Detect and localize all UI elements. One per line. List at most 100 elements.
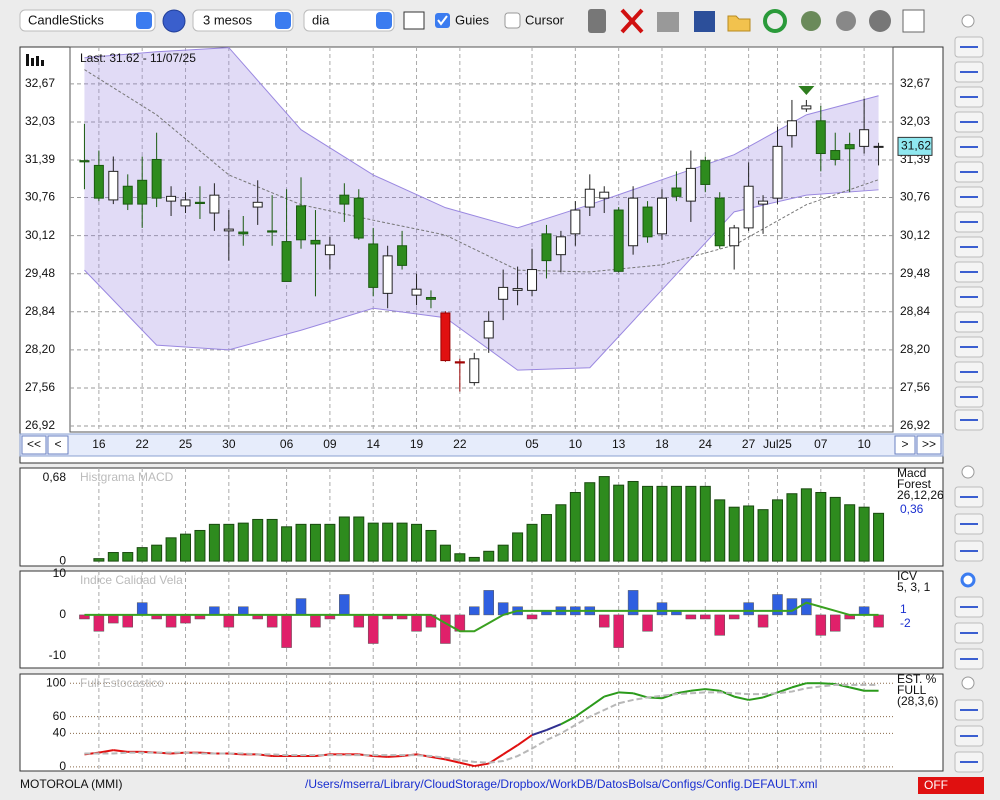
select-period[interactable] — [192, 9, 294, 32]
bar — [454, 553, 466, 562]
refresh-icon[interactable] — [763, 9, 787, 33]
line — [84, 601, 879, 633]
calendar-icon[interactable] — [902, 9, 925, 33]
candle-body — [815, 120, 826, 155]
line-segment — [791, 682, 807, 689]
candle-body — [79, 160, 90, 163]
x-tick-label: 09 — [323, 437, 337, 451]
bar — [728, 614, 740, 620]
bar — [208, 523, 220, 562]
line-segment — [777, 686, 793, 694]
main-panel — [19, 46, 944, 464]
bar — [743, 505, 755, 562]
bar — [829, 496, 841, 562]
bar — [627, 590, 639, 616]
bar — [873, 512, 885, 562]
bar — [569, 492, 581, 562]
mini-icon — [41, 60, 44, 66]
bar — [700, 614, 711, 620]
delete-icon[interactable] — [620, 8, 644, 34]
x-axis-bar — [19, 433, 944, 457]
candle-body — [570, 209, 581, 235]
bar — [93, 558, 105, 562]
radio[interactable] — [961, 465, 975, 479]
select-interval[interactable] — [303, 9, 395, 32]
x-tick-label: 25 — [179, 437, 193, 451]
x-tick-label: Jul25 — [763, 437, 792, 451]
bar — [122, 614, 134, 628]
candle-body — [267, 230, 278, 233]
select-text: dia — [312, 12, 330, 27]
nav-button[interactable] — [47, 435, 69, 455]
settings-icon[interactable] — [869, 10, 891, 32]
bar — [483, 590, 494, 616]
x-tick-label: 19 — [410, 437, 424, 451]
bar — [800, 488, 812, 562]
line-segment — [589, 695, 605, 708]
bar — [815, 492, 827, 562]
trash-icon[interactable] — [588, 9, 606, 33]
chart-icon[interactable] — [403, 11, 425, 30]
nav-button[interactable] — [916, 435, 942, 455]
candle-body — [223, 228, 234, 232]
candle-body — [397, 245, 408, 266]
status-state-box — [918, 777, 984, 794]
candle-body — [830, 150, 841, 160]
sidebar-buttons — [954, 36, 984, 773]
bar — [382, 522, 394, 562]
bar — [122, 552, 134, 562]
candle-body — [628, 197, 639, 247]
bar — [165, 537, 177, 562]
radio[interactable] — [961, 676, 975, 690]
bar — [483, 550, 495, 562]
bar — [858, 506, 870, 562]
status-path[interactable]: /Users/mserra/Library/CloudStorage/Dropb… — [305, 777, 817, 791]
y-tick-label: 60 — [53, 709, 67, 723]
line-segment — [733, 695, 749, 701]
help-button[interactable] — [162, 9, 186, 33]
line-segment — [459, 761, 475, 768]
radio-selected[interactable] — [960, 572, 976, 588]
mini-icon — [31, 58, 34, 66]
checkbox-cursor[interactable] — [504, 12, 521, 29]
sync-icon[interactable] — [801, 11, 821, 31]
select-arrow — [275, 12, 291, 29]
check-mark — [437, 15, 448, 26]
bar — [526, 614, 538, 620]
y-tick-label: 32,67 — [25, 76, 55, 90]
select-chart-type[interactable] — [19, 9, 156, 32]
candle-body — [339, 194, 350, 205]
bar — [656, 602, 668, 616]
radio[interactable] — [961, 14, 975, 28]
euro-icon[interactable] — [836, 11, 856, 31]
last-price-tag — [897, 136, 933, 156]
line-segment — [690, 688, 706, 692]
y-tick-label-right: 27,56 — [900, 380, 930, 394]
candle-body — [599, 191, 610, 199]
y-tick-label-right: 32,03 — [900, 114, 930, 128]
readout: 0,36 — [900, 502, 924, 516]
candle-body — [786, 120, 797, 137]
y-tick-label-right: 30,12 — [900, 228, 930, 242]
print-icon[interactable] — [657, 12, 679, 32]
bar — [613, 484, 625, 562]
bar — [772, 594, 783, 616]
line-segment — [748, 696, 764, 701]
bar — [93, 614, 105, 632]
nav-button[interactable] — [21, 435, 47, 455]
bar — [584, 482, 596, 562]
candle-body — [296, 205, 307, 241]
bar — [223, 614, 235, 628]
checkbox-label: Guies — [455, 12, 489, 27]
nav-button[interactable] — [894, 435, 916, 455]
checkbox-label: Cursor — [525, 12, 565, 27]
candle-body — [382, 255, 393, 294]
candle-body — [584, 188, 595, 208]
nav-label: << — [27, 437, 41, 451]
x-tick-label: 22 — [136, 437, 150, 451]
nav-label: > — [901, 437, 908, 451]
y-tick-label-right: 28,20 — [900, 342, 930, 356]
candle-body — [859, 129, 870, 147]
open-icon[interactable] — [727, 15, 751, 32]
save-icon[interactable] — [694, 11, 715, 32]
